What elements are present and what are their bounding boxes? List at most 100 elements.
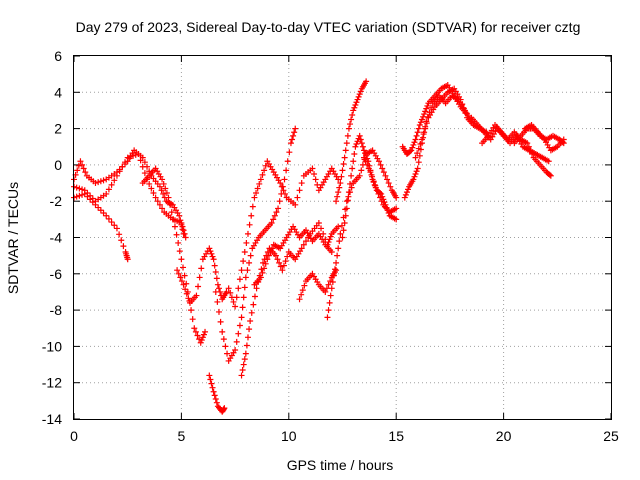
data-point	[292, 201, 299, 208]
data-point	[351, 151, 358, 158]
data-point	[73, 193, 80, 200]
data-point	[156, 183, 163, 190]
data-point	[312, 176, 319, 183]
x-tick-label: 5	[178, 428, 186, 444]
data-point	[233, 294, 240, 301]
data-point	[200, 331, 207, 338]
data-point	[302, 238, 309, 245]
data-point	[240, 361, 247, 368]
data-point	[274, 256, 281, 263]
data-point	[354, 96, 361, 103]
data-point	[407, 148, 414, 155]
data-point	[206, 372, 213, 379]
y-tick-label: -4	[50, 230, 63, 246]
data-point	[247, 317, 254, 324]
data-point	[248, 309, 255, 316]
data-point	[268, 219, 275, 226]
series-sat-r	[412, 85, 490, 161]
data-point	[242, 274, 249, 281]
y-tick-label: -8	[50, 302, 63, 318]
y-tick-label: -2	[50, 193, 63, 209]
data-point	[384, 176, 391, 183]
data-point	[417, 119, 424, 126]
data-point	[141, 159, 148, 166]
data-point	[235, 285, 242, 292]
data-point	[338, 222, 345, 229]
data-point	[100, 209, 107, 216]
data-point	[412, 154, 419, 161]
data-point	[415, 125, 422, 132]
data-point	[213, 399, 220, 406]
data-point	[267, 249, 274, 256]
data-point	[352, 143, 359, 150]
data-point	[420, 131, 427, 138]
data-point	[339, 234, 346, 241]
data-point	[264, 256, 271, 263]
data-point	[92, 180, 99, 187]
data-point	[385, 180, 392, 187]
data-point	[326, 236, 333, 243]
data-point	[111, 222, 118, 229]
data-point	[299, 287, 306, 294]
data-point	[290, 132, 297, 139]
data-point	[342, 212, 349, 219]
data-point	[113, 225, 120, 232]
data-point	[276, 198, 283, 205]
data-point	[215, 285, 222, 292]
data-point	[353, 99, 360, 106]
data-point	[318, 225, 325, 232]
data-point	[529, 151, 536, 158]
data-point	[284, 158, 291, 165]
data-point	[377, 161, 384, 168]
data-point	[363, 78, 370, 85]
data-point	[279, 267, 286, 274]
data-point	[415, 145, 422, 152]
data-point	[327, 233, 334, 240]
data-point	[413, 168, 420, 175]
plot-frame	[73, 55, 612, 420]
data-point	[246, 221, 253, 228]
data-point	[414, 165, 421, 172]
data-point	[250, 301, 257, 308]
data-point	[324, 314, 331, 321]
data-point	[174, 267, 181, 274]
data-point	[108, 181, 115, 188]
data-point	[298, 291, 305, 298]
data-point	[118, 237, 125, 244]
data-point	[210, 256, 217, 263]
data-point	[560, 136, 567, 143]
data-point	[253, 190, 260, 197]
data-point	[341, 154, 348, 161]
data-point	[178, 219, 185, 226]
data-point	[276, 259, 283, 266]
series-sat-t	[479, 121, 554, 179]
data-point	[182, 234, 189, 241]
data-point	[547, 172, 554, 179]
data-point	[336, 238, 343, 245]
series-sat-h	[225, 158, 342, 310]
data-point	[341, 219, 348, 226]
data-point	[525, 143, 532, 150]
data-point	[272, 252, 279, 259]
data-point	[336, 184, 343, 191]
data-point	[337, 230, 344, 237]
x-tick-label: 25	[603, 428, 619, 444]
data-point	[165, 194, 172, 201]
data-point	[243, 239, 250, 246]
data-point	[379, 165, 386, 172]
data-point	[175, 270, 182, 277]
data-point	[79, 161, 86, 168]
data-point	[414, 129, 421, 136]
data-point	[347, 180, 354, 187]
data-point	[413, 132, 420, 139]
data-point	[423, 105, 430, 112]
data-point	[527, 147, 534, 154]
data-point	[105, 186, 112, 193]
data-point	[286, 149, 293, 156]
data-point	[239, 366, 246, 373]
data-point	[372, 182, 379, 189]
data-point	[211, 392, 218, 399]
data-point	[349, 165, 356, 172]
data-point	[412, 170, 419, 177]
